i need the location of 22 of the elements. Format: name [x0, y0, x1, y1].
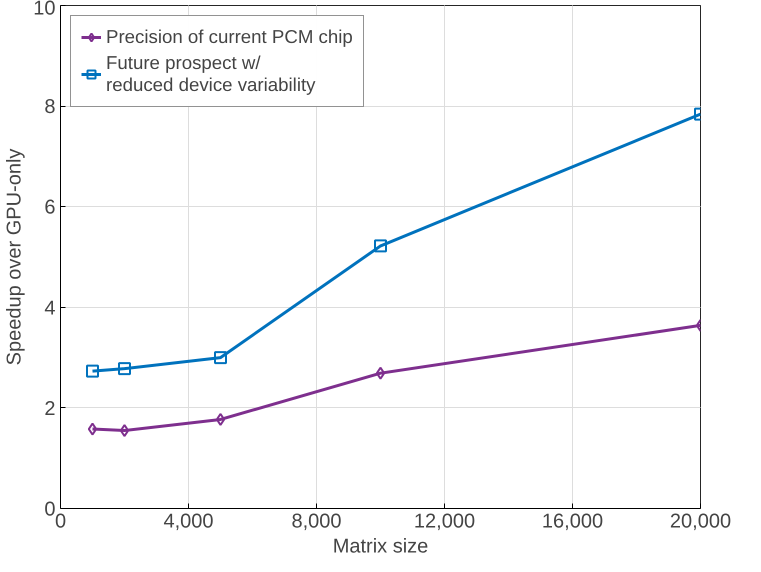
legend-label: Precision of current PCM chip: [106, 26, 353, 48]
x-tick-label: 16,000: [542, 510, 604, 532]
point: [216, 412, 226, 426]
legend-label: Future prospect w/ reduced device variability: [106, 52, 316, 96]
x-tick-label: 8,000: [291, 510, 342, 532]
y-tick-label: 4: [44, 297, 56, 320]
y-tick-label: 2: [44, 398, 56, 420]
x-tick-label: 12,000: [414, 510, 476, 532]
point: [214, 351, 227, 364]
point: [86, 364, 99, 378]
y-axis-title: Speedup over GPU-only: [3, 148, 26, 366]
y-tick-label: 8: [44, 96, 56, 118]
point: [120, 424, 130, 438]
point: [88, 422, 98, 436]
x-tick-label: 20,000: [670, 510, 732, 532]
point: [118, 362, 131, 376]
point: [374, 239, 387, 252]
x-tick-label: 4,000: [163, 510, 214, 532]
x-axis-title: Matrix size: [332, 536, 428, 558]
y-tick-label: 10: [33, 0, 56, 20]
y-tick-label: 6: [44, 196, 56, 219]
point: [376, 366, 386, 380]
